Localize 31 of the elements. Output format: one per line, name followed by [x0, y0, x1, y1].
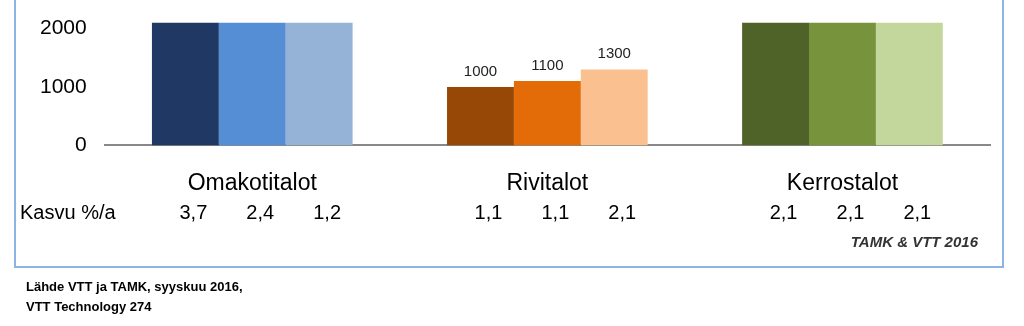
x-tick-label: Rivitalot — [506, 168, 589, 195]
text: 1,2 — [313, 200, 342, 223]
y-tick-label: 0 — [75, 132, 87, 156]
data-label: 1000 — [463, 61, 498, 79]
data-label: 1100 — [531, 55, 564, 73]
text: 2,1 — [769, 200, 798, 223]
text: 2,1 — [608, 200, 637, 223]
bar — [580, 69, 648, 146]
bar — [513, 81, 581, 146]
bar — [285, 22, 353, 146]
x-tick-label: Kerrostalot — [786, 168, 899, 195]
text: 1,1 — [541, 200, 570, 223]
text: 1,1 — [474, 200, 503, 223]
text: 2,4 — [246, 200, 275, 223]
data-label: 1300 — [597, 44, 631, 62]
x-tick-label: Omakotitalot — [187, 168, 318, 195]
bar — [809, 22, 876, 146]
bar — [875, 22, 943, 146]
y-tick-label: 2000 — [40, 15, 87, 39]
bar — [447, 86, 514, 146]
y-tick-label: 1000 — [40, 73, 87, 97]
text: 2,1 — [836, 200, 865, 223]
text: VTT Technology 274 — [26, 298, 153, 314]
bar — [151, 22, 219, 146]
text: 2,1 — [903, 200, 932, 223]
bar — [742, 22, 810, 146]
text: Kasvu %/a — [20, 200, 117, 223]
text: TAMK & VTT 2016 — [850, 233, 979, 251]
text: 3,7 — [179, 200, 208, 223]
text: Lähde VTT ja TAMK, syyskuu 2016, — [26, 278, 243, 294]
bar — [218, 22, 286, 146]
